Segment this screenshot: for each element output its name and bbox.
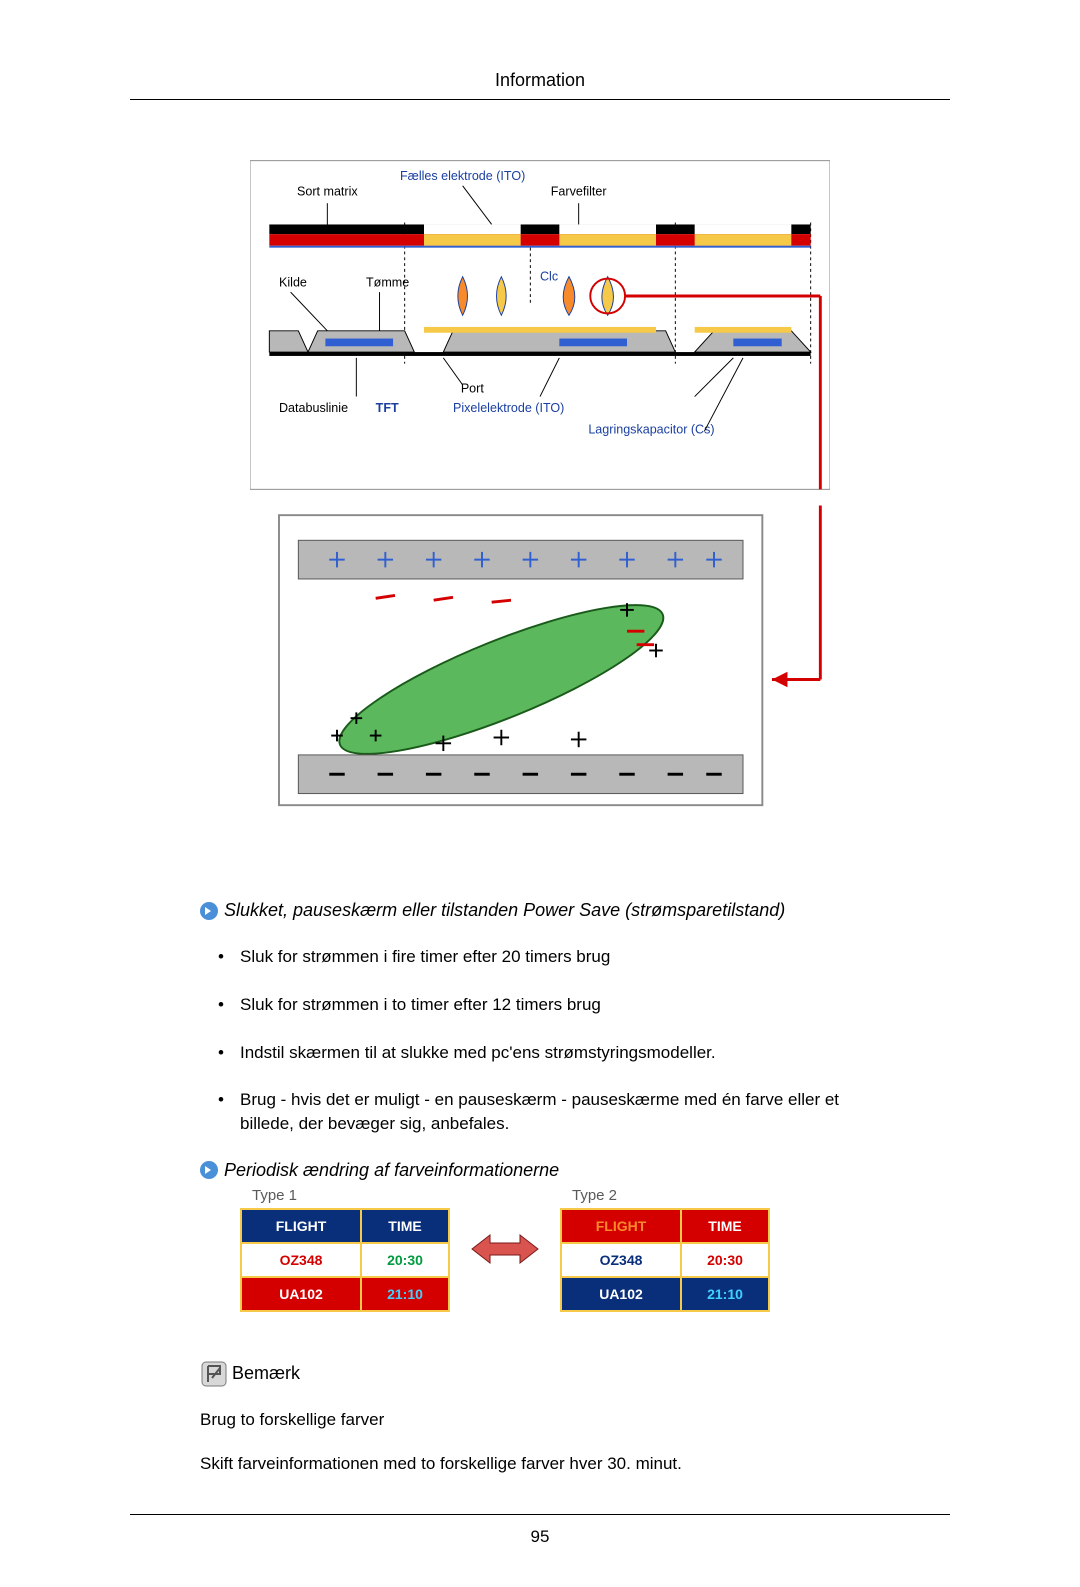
note-icon — [200, 1360, 228, 1388]
arrow-right-icon — [200, 1161, 218, 1179]
double-arrow-icon — [470, 1229, 540, 1269]
svg-text:Port: Port — [461, 382, 485, 396]
svg-text:Clc: Clc — [540, 270, 558, 284]
type2-label: Type 2 — [560, 1187, 770, 1204]
list-item: Indstil skærmen til at slukke med pc'ens… — [218, 1041, 880, 1065]
page-footer: 95 — [130, 1514, 950, 1547]
svg-text:Lagringskapacitor (Cs): Lagringskapacitor (Cs) — [588, 422, 714, 436]
flight-tables-row: Type 1 FLIGHT TIME OZ348 20:30 UA102 21:… — [200, 1187, 880, 1312]
page-number: 95 — [531, 1527, 550, 1546]
note-heading: Bemærk — [200, 1360, 880, 1388]
arrow-right-icon — [200, 902, 218, 920]
list-item: Sluk for strømmen i to timer efter 12 ti… — [218, 993, 880, 1017]
svg-text:Farvefilter: Farvefilter — [551, 184, 607, 198]
svg-text:Sort matrix: Sort matrix — [297, 184, 358, 198]
charge-diagram — [250, 505, 830, 830]
heading-text: Periodisk ændring af farveinformationern… — [224, 1160, 559, 1181]
svg-text:Kilde: Kilde — [279, 275, 307, 289]
note-label: Bemærk — [232, 1363, 300, 1384]
list-item: Brug - hvis det er muligt - en pauseskær… — [218, 1088, 880, 1136]
section-heading-power-save: Slukket, pauseskærm eller tilstanden Pow… — [200, 900, 880, 921]
page-header-title: Information — [130, 70, 950, 100]
svg-text:Databuslinie: Databuslinie — [279, 401, 348, 415]
type1-label: Type 1 — [240, 1187, 450, 1204]
note-para-1: Brug to forskellige farver — [200, 1410, 880, 1430]
note-para-2: Skift farveinformationen med to forskell… — [200, 1454, 880, 1474]
svg-text:Tømme: Tømme — [366, 275, 409, 289]
flight-table-type2: FLIGHT TIME OZ348 20:30 UA102 21:10 — [560, 1208, 770, 1312]
heading-text: Slukket, pauseskærm eller tilstanden Pow… — [224, 900, 785, 921]
svg-text:TFT: TFT — [376, 401, 399, 415]
flight-table-type1: FLIGHT TIME OZ348 20:30 UA102 21:10 — [240, 1208, 450, 1312]
power-save-bullet-list: Sluk for strømmen i fire timer efter 20 … — [200, 945, 880, 1136]
section-heading-color-change: Periodisk ændring af farveinformationern… — [200, 1160, 880, 1181]
tft-cross-section-diagram: Fælles elektrode (ITO) Sort matrix Farve… — [250, 160, 830, 495]
svg-text:Pixelelektrode (ITO): Pixelelektrode (ITO) — [453, 401, 564, 415]
svg-text:Fælles elektrode (ITO): Fælles elektrode (ITO) — [400, 169, 525, 183]
list-item: Sluk for strømmen i fire timer efter 20 … — [218, 945, 880, 969]
